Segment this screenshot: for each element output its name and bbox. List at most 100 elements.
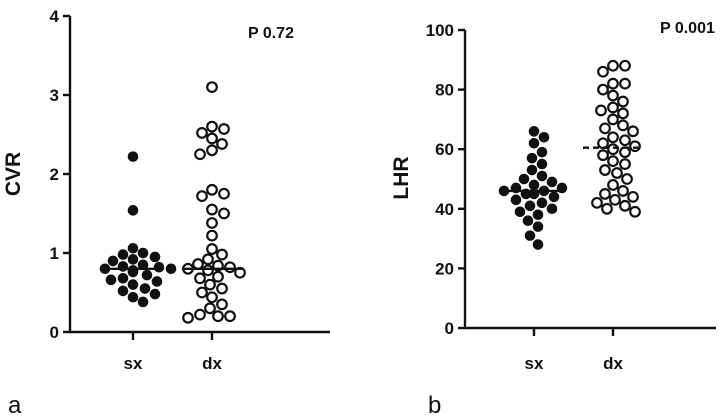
data-point-dx [619,77,631,90]
x-tick-label-dx: dx [603,354,623,373]
chart-panel-a: 0 1 2 3 4 sx dx CVR P 0.72 a [2,7,330,417]
data-point-dx [212,310,224,323]
data-point-sx [137,247,149,259]
data-point-sx [139,283,151,294]
data-point-sx [137,296,149,308]
data-point-dx [607,77,619,90]
data-point-sx [532,221,544,232]
data-point-dx [619,59,631,72]
data-point-dx [607,179,619,191]
data-point-sx [510,194,522,206]
data-point-dx [607,89,619,102]
data-point-dx [216,282,228,295]
data-point-sx [117,272,129,284]
data-point-sx [546,176,558,188]
data-point-sx [165,263,177,275]
data-point-dx [607,113,619,126]
data-point-dx [617,107,629,120]
data-point-dx [597,65,609,78]
y-tick-label: 80 [435,81,454,100]
data-point-dx [202,264,214,277]
data-point-dx [218,187,230,200]
data-point-dx [206,144,218,157]
data-point-dx [611,167,623,179]
data-point-sx [524,200,536,212]
data-point-dx [609,193,621,206]
data-point-sx [117,249,129,260]
y-axis-label: CVR [2,152,25,196]
data-point-dx [204,302,216,315]
y-tick-label: 3 [50,86,59,105]
y-tick-label: 0 [445,319,454,338]
data-point-dx [206,291,218,304]
data-point-dx [627,190,639,203]
y-tick-label: 0 [50,323,59,342]
y-tick-label: 100 [426,21,454,40]
p-value-annotation: P 0.001 [660,20,715,37]
y-tick-label: 40 [435,200,454,219]
data-point-dx [224,261,236,274]
data-point-dx [619,199,631,212]
data-point-dx [182,311,194,324]
data-point-sx [105,274,117,286]
y-tick-label: 1 [50,244,59,263]
data-point-sx [117,285,129,297]
data-point-dx [206,217,218,229]
data-point-sx [528,179,540,191]
data-point-dx [194,308,206,321]
chart-panel-b: 0 20 40 60 80 100 sx dx LHR P 0.001 b [390,20,716,417]
data-point-dx [204,278,216,291]
y-tick-label: 20 [435,259,454,278]
panel-label: a [8,392,22,417]
data-point-dx [627,125,639,138]
data-point-dx [607,143,619,156]
data-point-sx [127,254,139,265]
data-point-dx [206,81,218,93]
data-point-sx [528,137,540,149]
data-point-dx [617,119,629,132]
y-axis-label: LHR [390,156,413,199]
data-point-dx [206,229,218,242]
data-point-dx [224,310,236,323]
data-point-dx [196,286,208,299]
data-point-dx [607,155,619,168]
data-point-sx [546,203,558,215]
data-point-dx [607,59,619,72]
data-point-sx [548,191,560,203]
data-point-sx [518,173,530,185]
y-tick-label: 60 [435,140,454,159]
data-point-sx [151,276,163,287]
p-value-annotation: P 0.72 [248,25,294,42]
data-point-sx [514,206,526,218]
data-point-sx [141,269,153,281]
data-point-dx [629,205,641,218]
panel-label: b [428,392,441,417]
data-point-dx [601,202,613,215]
data-point-dx [599,187,611,200]
data-point-sx [127,279,139,290]
data-point-sx [127,291,139,303]
data-point-dx [599,164,611,176]
data-point-sx [532,239,544,250]
data-point-sx [107,255,119,267]
data-point-sx [536,197,548,209]
data-point-dx [206,183,218,196]
data-point-dx [597,149,609,162]
data-point-dx [206,243,218,255]
data-point-dx [212,270,224,283]
data-point-sx [149,251,161,263]
data-point-dx [206,132,218,145]
x-tick-label-sx: sx [124,354,143,373]
data-point-dx [216,248,228,261]
data-point-dx [194,272,206,285]
data-point-dx [216,138,228,150]
data-point-dx [607,101,619,114]
data-point-sx [127,242,139,254]
data-point-dx [607,131,619,144]
data-point-dx [619,158,631,171]
data-point-dx [617,185,629,197]
data-point-sx [127,151,139,162]
data-point-sx [149,288,161,300]
data-point-sx [153,261,165,273]
